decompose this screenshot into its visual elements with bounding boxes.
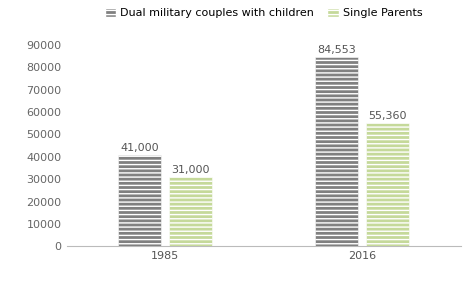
- Text: 41,000: 41,000: [120, 143, 159, 153]
- Bar: [315, 57, 358, 246]
- Bar: [169, 177, 212, 246]
- Bar: [118, 155, 161, 246]
- Legend: Dual military couples with children, Single Parents: Dual military couples with children, Sin…: [100, 3, 427, 23]
- Bar: [366, 123, 409, 246]
- Text: 55,360: 55,360: [369, 111, 407, 121]
- Text: 84,553: 84,553: [317, 45, 356, 55]
- Text: 31,000: 31,000: [171, 165, 210, 175]
